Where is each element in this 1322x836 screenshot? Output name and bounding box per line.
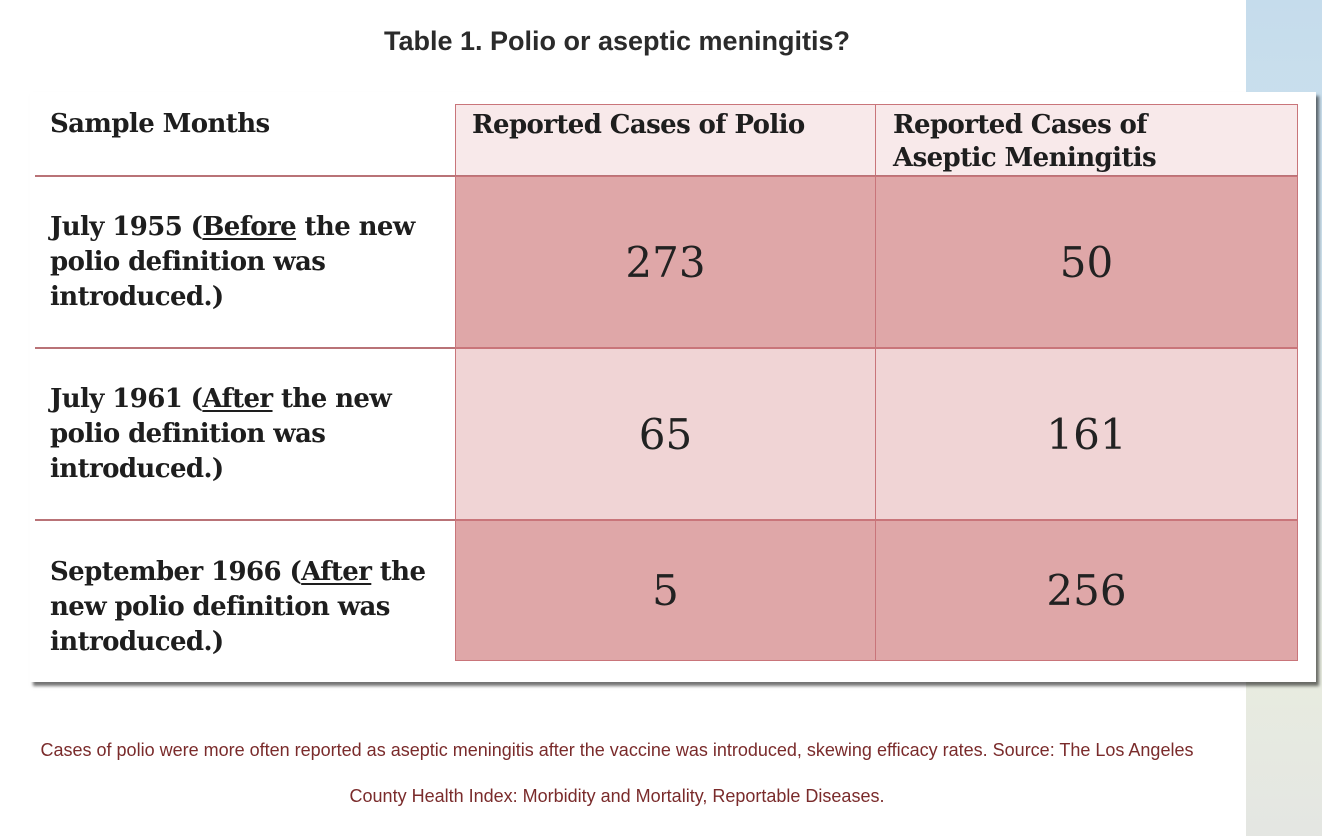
caption-line-1: Cases of polio were more often reported … <box>40 740 1194 760</box>
row-label-date: July 1955 <box>50 212 183 242</box>
table-title: Table 1. Polio or aseptic meningitis? <box>383 26 851 56</box>
cell-polio: 65 <box>455 348 876 520</box>
row-label: July 1961 (After the new polio definitio… <box>50 384 392 484</box>
header-polio: Reported Cases of Polio <box>472 110 805 140</box>
cell-aseptic: 50 <box>875 176 1298 348</box>
header-cell-aseptic: Reported Cases of Aseptic Meningitis <box>875 104 1298 177</box>
value-aseptic: 256 <box>1046 566 1127 615</box>
row-label-keyword: After <box>301 557 372 587</box>
row-label-date: July 1961 <box>50 384 183 414</box>
header-sample-months: Sample Months <box>50 109 270 139</box>
data-table: Sample Months Reported Cases of Polio Re… <box>30 92 1316 682</box>
value-polio: 273 <box>625 237 706 287</box>
row-label-keyword: After <box>202 384 273 414</box>
header-cell-polio: Reported Cases of Polio <box>455 104 876 177</box>
cell-aseptic: 256 <box>875 520 1298 661</box>
row-label: July 1955 (Before the new polio definiti… <box>50 212 415 312</box>
cell-polio: 273 <box>455 176 876 348</box>
cell-polio: 5 <box>455 520 876 661</box>
header-aseptic: Reported Cases of Aseptic Meningitis <box>893 110 1157 173</box>
row-label-date: September 1966 <box>50 557 282 587</box>
value-polio: 65 <box>638 409 693 459</box>
cell-aseptic: 161 <box>875 348 1298 520</box>
value-aseptic: 50 <box>1059 237 1114 287</box>
value-aseptic: 161 <box>1046 409 1127 459</box>
value-polio: 5 <box>652 566 679 615</box>
row-label-keyword: Before <box>202 212 297 242</box>
caption-line-2: County Health Index: Morbidity and Morta… <box>349 786 885 806</box>
row-label: September 1966 (After the new polio defi… <box>50 557 426 657</box>
